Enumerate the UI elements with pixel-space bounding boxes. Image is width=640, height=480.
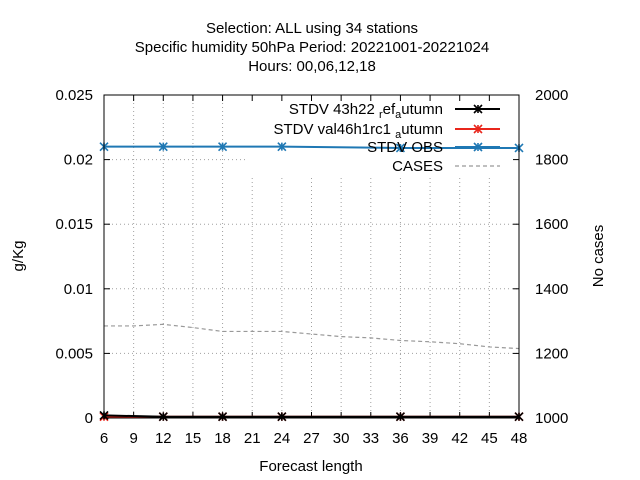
- x-tick-label: 33: [362, 430, 379, 447]
- x-tick-label: 30: [333, 430, 350, 447]
- legend-marker-1: [473, 124, 483, 134]
- legend-label-main: STDV val46h1rc1: [273, 121, 395, 138]
- x-axis-label: Forecast length: [259, 458, 362, 475]
- legend-label-subscript: r: [379, 109, 383, 121]
- y2-tick-label: 1200: [535, 345, 568, 362]
- plot-series: [99, 142, 524, 422]
- x-tick-label: 6: [100, 430, 108, 447]
- x-tick-label: 36: [392, 430, 409, 447]
- y-tick-label: 0.025: [55, 87, 93, 104]
- x-tick-label: 48: [511, 430, 528, 447]
- legend-label-2: STDV OBS: [367, 139, 443, 156]
- y2-tick-label: 1000: [535, 410, 568, 427]
- series-point-2: [277, 142, 287, 152]
- y-tick-label: 0: [85, 410, 93, 427]
- x-tick-label: 21: [244, 430, 261, 447]
- y2-tick-label: 1400: [535, 281, 568, 298]
- series-point-0: [158, 412, 168, 422]
- y-tick-label: 0.005: [55, 345, 93, 362]
- legend-label-subscript: a: [395, 129, 402, 141]
- title-line-1: Selection: ALL using 34 stations: [206, 20, 418, 37]
- legend-marker-0: [473, 104, 483, 114]
- x-tick-label: 24: [274, 430, 291, 447]
- legend-label-part: ef: [383, 101, 396, 118]
- x-tick-label: 9: [129, 430, 137, 447]
- legend-label-part: utumn: [401, 101, 443, 118]
- y2-tick-label: 1800: [535, 152, 568, 169]
- series-point-0: [277, 412, 287, 422]
- series-line-2: [104, 145, 519, 149]
- x-tick-label: 15: [185, 430, 202, 447]
- legend-label-part: utumn: [401, 121, 443, 138]
- y-tick-label: 0.01: [64, 281, 93, 298]
- y-tick-label: 0.02: [64, 152, 93, 169]
- x-tick-label: 12: [155, 430, 172, 447]
- grid-lines: [104, 95, 519, 418]
- x-tick-label: 27: [303, 430, 320, 447]
- series-point-0: [218, 412, 228, 422]
- legend-label-main: CASES: [392, 158, 443, 175]
- legend-label-1: STDV val46h1rc1 autumn: [273, 121, 443, 141]
- legend-label-subscript: a: [395, 109, 402, 121]
- y-axis-label: g/Kg: [10, 241, 27, 272]
- y2-axis-label: No cases: [590, 225, 607, 288]
- x-tick-label: 45: [481, 430, 498, 447]
- y-tick-labels: 0 0.005 0.01 0.015 0.02 0.025: [55, 87, 93, 427]
- series-line-0: [103, 414, 519, 418]
- legend-label-0: STDV 43h22 refautumn: [289, 101, 443, 121]
- series-point-2: [158, 142, 168, 152]
- legend-label-3: CASES: [392, 158, 443, 175]
- plot-border: [103, 94, 520, 419]
- x-tick-label: 39: [422, 430, 439, 447]
- x-tick-labels: 6 9 12 15 18 21 24 27 30 33 36 39 42 45 48: [100, 430, 528, 447]
- legend-marker-2: [473, 142, 483, 152]
- series-line-3: [104, 323, 520, 350]
- legend-label-main: STDV OBS: [367, 139, 443, 156]
- legend-label-main: STDV 43h22: [289, 101, 379, 118]
- y2-tick-label: 1600: [535, 216, 568, 233]
- title-line-2: Specific humidity 50hPa Period: 20221001…: [135, 39, 489, 56]
- chart-title: Selection: ALL using 34 stations Specifi…: [135, 20, 489, 75]
- series-point-0: [395, 412, 405, 422]
- series-point-2: [395, 143, 405, 153]
- title-line-3: Hours: 00,06,12,18: [248, 58, 376, 75]
- x-tick-label: 42: [451, 430, 468, 447]
- series-point-2: [218, 142, 228, 152]
- y-tick-label: 0.015: [55, 216, 93, 233]
- x-tick-label: 18: [214, 430, 231, 447]
- y2-tick-label: 2000: [535, 87, 568, 104]
- y2-tick-labels: 1000 1200 1400 1600 1800 2000: [535, 87, 568, 427]
